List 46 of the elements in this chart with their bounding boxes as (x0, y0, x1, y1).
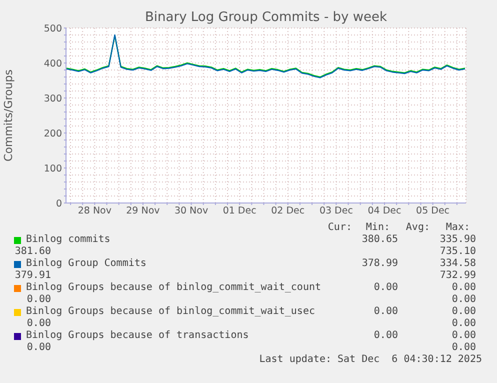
text: Min: (366, 222, 390, 233)
text: 0.00 (26, 294, 51, 305)
legend-label: Binlog commits (26, 234, 110, 245)
x-tick-label: 30 Nov (174, 206, 208, 217)
x-tick-label: 03 Dec (319, 206, 353, 217)
x-tick-label: 02 Dec (271, 206, 305, 217)
text: 735.10 (440, 246, 476, 257)
text: Last update: Sat Dec 6 04:30:12 2025 (259, 354, 482, 365)
y-tick-label: 100 (44, 163, 62, 174)
text: 380.65 (362, 234, 398, 245)
y-axis-title: Commits/Groups (2, 69, 15, 162)
text: 0.00 (452, 282, 476, 293)
y-tick-label: 300 (44, 93, 62, 104)
text: 0.00 (452, 294, 476, 305)
text: 0.00 (374, 282, 398, 293)
text: 0.00 (452, 318, 476, 329)
legend-label: Binlog Group Commits (26, 258, 146, 269)
y-tick-label: 500 (44, 23, 62, 34)
chart-title: Binary Log Group Commits - by week (145, 10, 387, 25)
x-tick-label: 04 Dec (368, 206, 402, 217)
y-tick-label: 200 (44, 128, 62, 140)
text: 0.00 (374, 330, 398, 341)
text: Cur: (328, 222, 352, 233)
text: 381.60 (14, 246, 51, 257)
text: 0.00 (452, 342, 476, 353)
text: 0.00 (26, 342, 51, 353)
text: 335.90 (440, 234, 476, 245)
text: 379.91 (14, 270, 51, 281)
legend-label: Binlog Groups because of binlog_commit_wait_usec (26, 306, 315, 317)
text: Max: (446, 222, 470, 233)
x-tick-label: 29 Nov (126, 206, 160, 217)
legend-label: Binlog Groups because of binlog_commit_wait_count (26, 282, 322, 293)
x-tick-label: 01 Dec (222, 206, 256, 217)
text: Avg: (406, 222, 430, 233)
text: 0.00 (452, 306, 476, 317)
legend-label: Binlog Groups because of transactions (26, 330, 249, 341)
y-tick-label: 0 (56, 198, 62, 210)
text: 732.99 (440, 270, 476, 281)
text: 334.58 (440, 258, 476, 269)
x-tick-label: 28 Nov (78, 206, 112, 217)
text: 378.99 (362, 258, 398, 269)
text: 0.00 (374, 306, 398, 317)
text: 0.00 (26, 318, 51, 329)
text: 0.00 (452, 330, 476, 341)
y-tick-label: 400 (44, 58, 62, 70)
x-tick-label: 05 Dec (416, 206, 450, 217)
